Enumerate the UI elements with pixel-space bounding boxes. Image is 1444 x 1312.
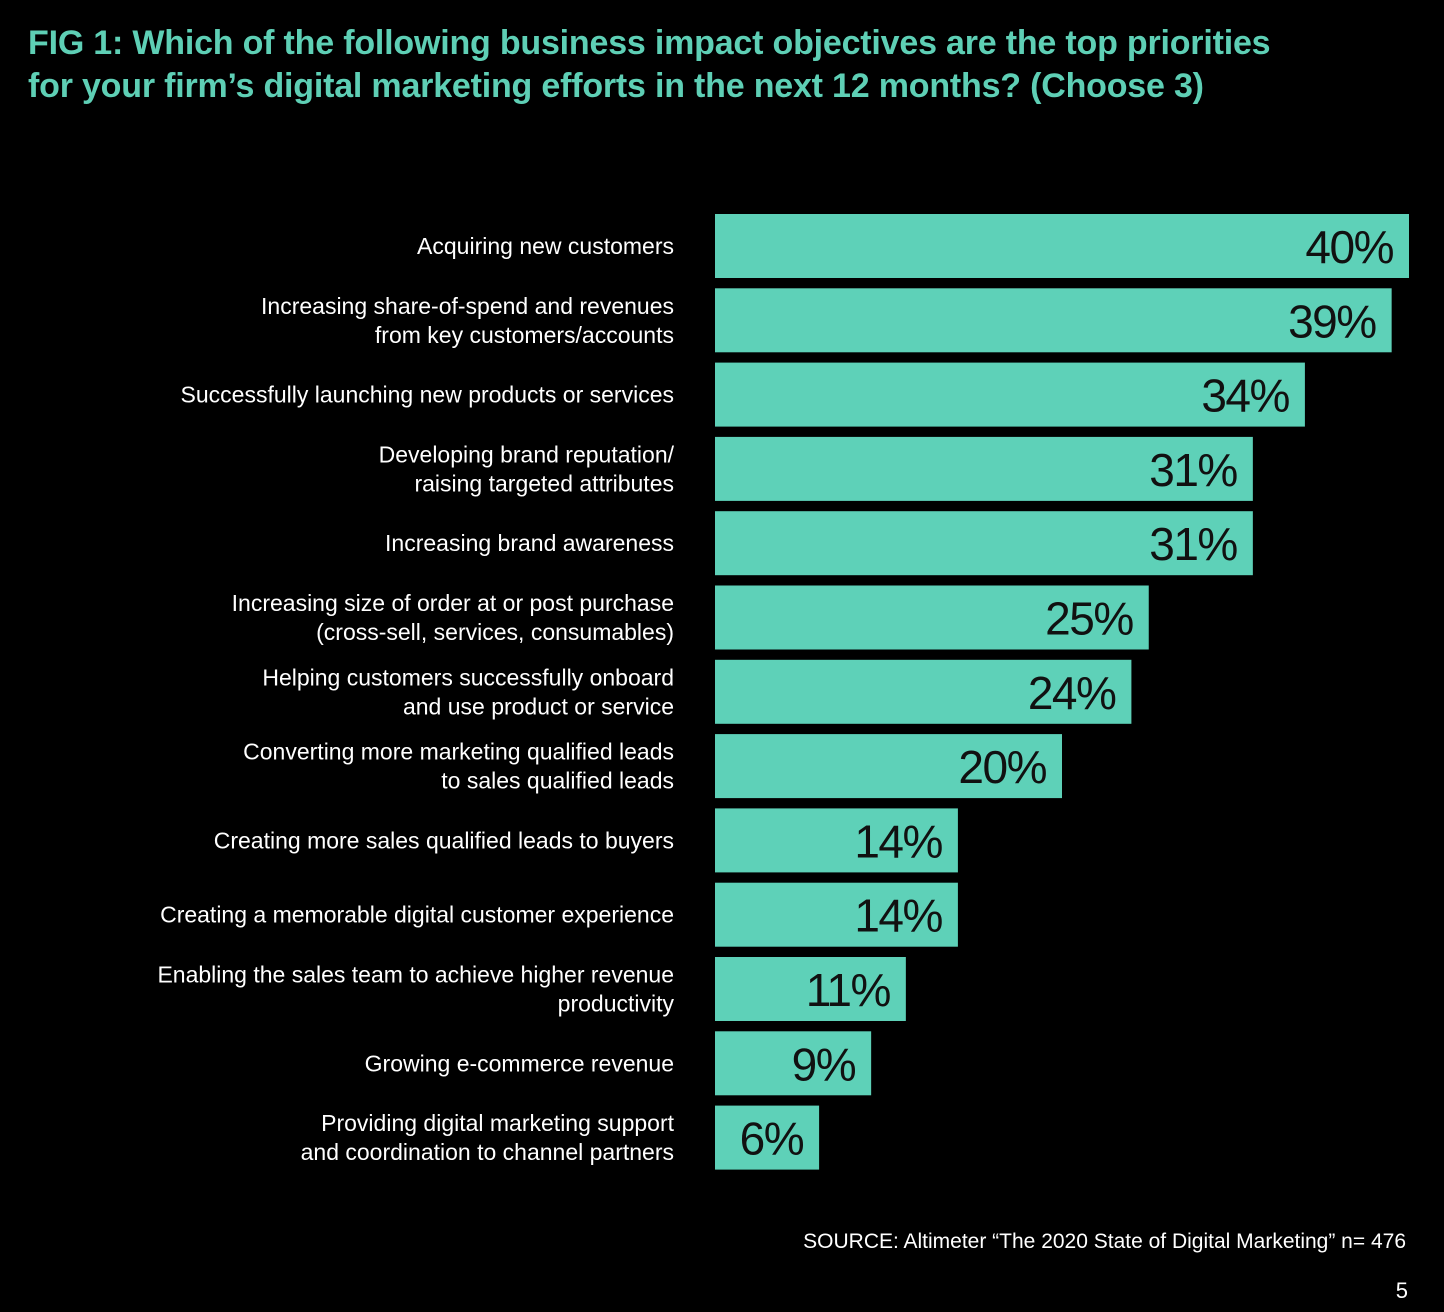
category-label-line: and use product or service bbox=[403, 693, 674, 719]
bar-row: 24% Helping customers successfully onboar… bbox=[262, 659, 1132, 724]
bar-row: 39% Increasing share-of-spend and revenue… bbox=[261, 288, 1392, 353]
bar bbox=[715, 214, 1409, 278]
bar bbox=[715, 1031, 872, 1096]
category-label: Creating more sales qualified leads to b… bbox=[214, 827, 674, 853]
bar-value-label: 34% bbox=[1201, 370, 1289, 422]
category-label: Increasing size of order at or post purc… bbox=[232, 590, 674, 645]
bar-value-label: 31% bbox=[1149, 444, 1237, 496]
category-label: Converting more marketing qualified lead… bbox=[243, 739, 674, 794]
bar bbox=[715, 882, 958, 947]
bar-value-label: 31% bbox=[1149, 518, 1237, 570]
bar-row: 34% Successfully launching new products o… bbox=[181, 362, 1305, 427]
bar-value-label: 25% bbox=[1045, 593, 1133, 645]
category-label-line: raising targeted attributes bbox=[414, 470, 674, 496]
category-label-line: Increasing share-of-spend and revenues bbox=[261, 293, 674, 319]
chart-title-line-2: for your firm’s digital marketing effort… bbox=[28, 67, 1204, 105]
category-label: Growing e-commerce revenue bbox=[365, 1050, 674, 1076]
bar-value-label: 9% bbox=[792, 1038, 856, 1090]
category-label: Enabling the sales team to achieve highe… bbox=[157, 962, 674, 1017]
category-label-line: Increasing size of order at or post purc… bbox=[232, 590, 674, 616]
category-label-line: Developing brand reputation/ bbox=[379, 441, 675, 467]
bar bbox=[715, 511, 1253, 576]
chart-title: FIG 1: Which of the following business i… bbox=[28, 22, 1428, 108]
bar-value-label: 11% bbox=[806, 964, 891, 1016]
bar bbox=[715, 957, 906, 1021]
category-label-line: Converting more marketing qualified lead… bbox=[243, 739, 674, 765]
category-label-line: Helping customers successfully onboard bbox=[262, 664, 674, 690]
page-number: 5 bbox=[1395, 1278, 1408, 1303]
category-label: Providing digital marketing support and c… bbox=[301, 1110, 675, 1165]
category-label-line: Increasing brand awareness bbox=[385, 530, 674, 556]
bar-row: 20% Converting more marketing qualified l… bbox=[243, 734, 1062, 799]
category-label-line: (cross-sell, services, consumables) bbox=[316, 619, 674, 645]
bar-row: 31% Developing brand reputation/raising t… bbox=[379, 436, 1253, 501]
bar-value-label: 40% bbox=[1305, 221, 1393, 273]
bar-row: 14% Creating a memorable digital customer… bbox=[160, 882, 958, 947]
category-label-line: Successfully launching new products or s… bbox=[181, 382, 674, 408]
bar-value-label: 14% bbox=[854, 890, 942, 942]
category-label: Increasing brand awareness bbox=[385, 530, 674, 556]
source-note: SOURCE: Altimeter “The 2020 State of Dig… bbox=[803, 1230, 1406, 1253]
bar-value-label: 14% bbox=[854, 815, 942, 867]
bar-row: 14% Creating more sales qualified leads t… bbox=[214, 808, 958, 873]
category-label: Creating a memorable digital customer ex… bbox=[160, 902, 674, 928]
bar-row: 40% Acquiring new customers bbox=[417, 214, 1409, 278]
category-label-line: Providing digital marketing support bbox=[321, 1110, 674, 1136]
bar bbox=[715, 808, 958, 873]
category-label-line: productivity bbox=[558, 991, 675, 1017]
category-label: Increasing share-of-spend and revenues fr… bbox=[261, 293, 674, 348]
category-label-line: Growing e-commerce revenue bbox=[365, 1050, 674, 1076]
category-label-line: to sales qualified leads bbox=[441, 768, 674, 794]
bar bbox=[715, 362, 1305, 427]
bar-row: 11% Enabling the sales team to achieve hi… bbox=[157, 957, 906, 1021]
bar bbox=[715, 585, 1149, 650]
category-label: Helping customers successfully onboard an… bbox=[262, 664, 674, 719]
bar bbox=[715, 734, 1062, 799]
chart-title-line-1: FIG 1: Which of the following business i… bbox=[28, 24, 1271, 62]
bar-value-label: 6% bbox=[740, 1113, 804, 1165]
category-label-line: Creating more sales qualified leads to b… bbox=[214, 827, 674, 853]
bar bbox=[715, 436, 1253, 501]
bar bbox=[715, 288, 1392, 353]
category-label: Successfully launching new products or s… bbox=[181, 382, 674, 408]
bar bbox=[715, 1105, 820, 1170]
category-label-line: Enabling the sales team to achieve highe… bbox=[157, 962, 674, 988]
category-label-line: and coordination to channel partners bbox=[301, 1139, 674, 1165]
category-label-line: Creating a memorable digital customer ex… bbox=[160, 902, 674, 928]
category-label-line: Acquiring new customers bbox=[417, 233, 674, 259]
bar bbox=[715, 659, 1132, 724]
category-label: Developing brand reputation/raising targ… bbox=[379, 441, 675, 496]
bar-row: 25% Increasing size of order at or post p… bbox=[232, 585, 1149, 650]
bar-row: 31% Increasing brand awareness bbox=[385, 511, 1253, 576]
bar-value-label: 20% bbox=[958, 741, 1046, 793]
bar-value-label: 24% bbox=[1028, 667, 1116, 719]
category-label: Acquiring new customers bbox=[417, 233, 674, 259]
bar-value-label: 39% bbox=[1288, 295, 1376, 347]
bar-row: 6% Providing digital marketing support and… bbox=[301, 1105, 820, 1170]
bar-row: 9% Growing e-commerce revenue bbox=[365, 1031, 872, 1096]
category-label-line: from key customers/accounts bbox=[375, 322, 674, 348]
